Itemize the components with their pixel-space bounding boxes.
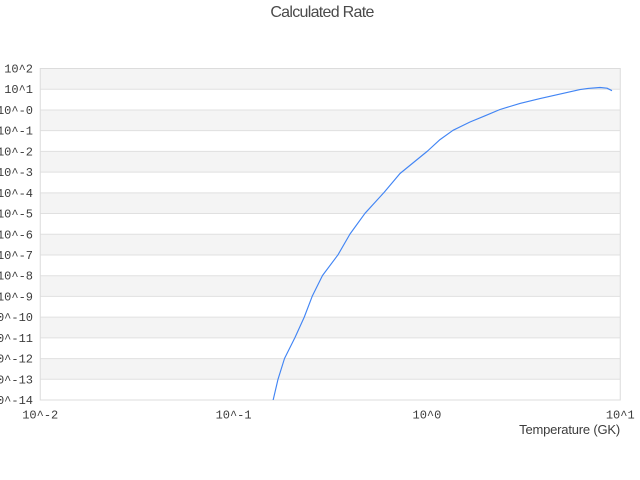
svg-text:Temperature (GK): Temperature (GK) [519,422,620,437]
svg-text:10^-5: 10^-5 [0,208,33,222]
svg-text:10^-7: 10^-7 [0,249,33,263]
svg-text:10^-2: 10^-2 [22,409,58,423]
svg-text:10^-0: 10^-0 [0,104,33,118]
svg-text:10^-2: 10^-2 [0,145,33,159]
svg-text:10^-1: 10^-1 [0,125,33,139]
svg-text:10^1: 10^1 [606,409,635,423]
svg-text:10^-11: 10^-11 [0,332,33,346]
svg-text:10^-12: 10^-12 [0,353,33,367]
svg-text:10^1: 10^1 [4,83,33,97]
svg-text:Calculated Rate: Calculated Rate [270,4,374,21]
svg-text:10^-3: 10^-3 [0,166,33,180]
svg-text:10^-10: 10^-10 [0,311,33,325]
svg-text:10^-14: 10^-14 [0,394,33,408]
svg-text:10^-6: 10^-6 [0,228,33,242]
svg-text:10^-1: 10^-1 [216,409,252,423]
svg-text:10^0: 10^0 [413,409,442,423]
svg-text:10^-13: 10^-13 [0,373,33,387]
svg-text:10^-8: 10^-8 [0,270,33,284]
svg-text:10^2: 10^2 [4,63,33,77]
svg-text:10^-4: 10^-4 [0,187,33,201]
svg-text:10^-9: 10^-9 [0,290,33,304]
